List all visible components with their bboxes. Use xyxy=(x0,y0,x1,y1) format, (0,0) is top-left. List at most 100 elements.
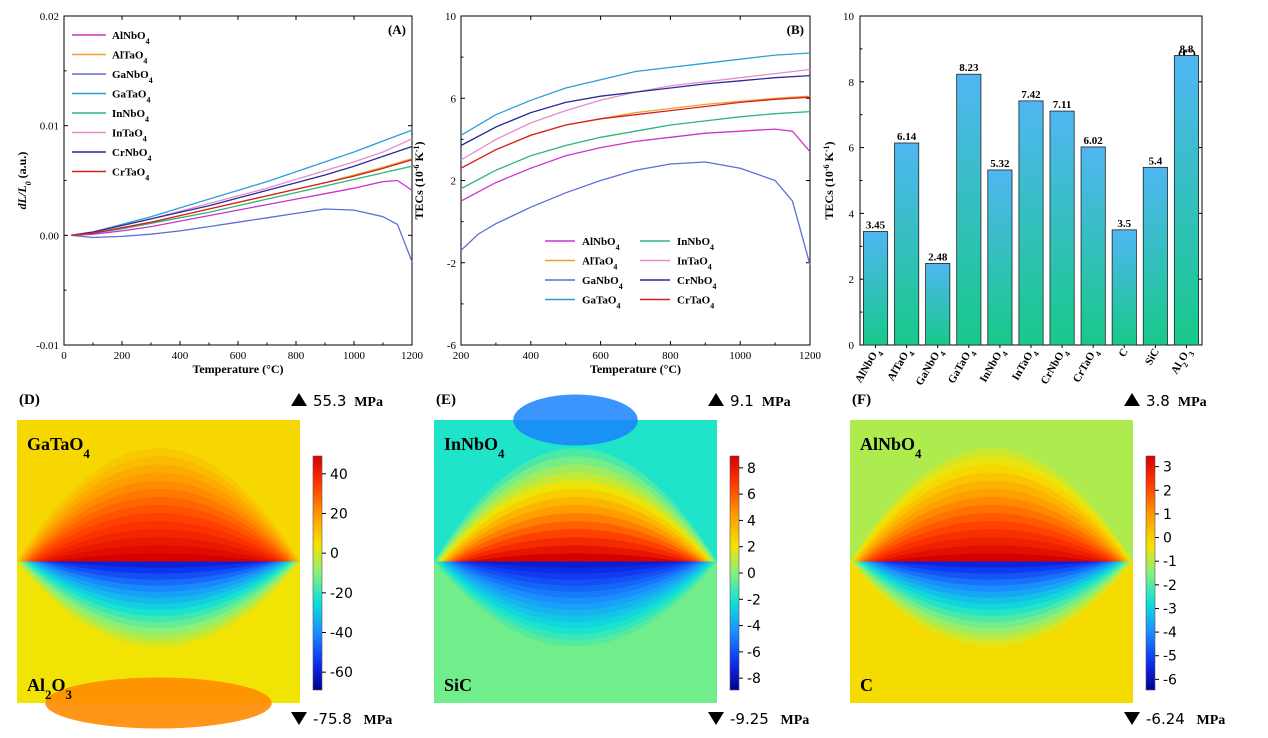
max-unit-label: MPa xyxy=(1178,395,1207,410)
colorbar-tick-label: 2 xyxy=(747,540,756,556)
y-tick-label: -6 xyxy=(447,340,457,352)
colorbar-tick-label: 0 xyxy=(747,566,756,582)
legend-label-CrNbO4: CrNbO4 xyxy=(677,275,716,291)
series-line-AlNbO4 xyxy=(71,179,413,236)
legend-label-AlNbO4: AlNbO4 xyxy=(112,30,150,46)
y-tick-label: 6 xyxy=(849,143,855,155)
colorbar-tick-label: -1 xyxy=(1163,554,1177,570)
stress-spot-top xyxy=(513,394,638,446)
stress-contour-bottom xyxy=(888,561,1095,568)
series-line-CrNbO4 xyxy=(71,145,413,236)
min-value-label: -9.25 xyxy=(730,710,769,728)
series-line-GaNbO4 xyxy=(460,161,811,265)
colorbar xyxy=(1145,455,1156,691)
colorbar-tick-label: -6 xyxy=(747,645,761,661)
bar-value-label: 3.45 xyxy=(866,219,886,231)
bar-value-label: 8.23 xyxy=(959,62,979,74)
legend-label-InTaO4: InTaO4 xyxy=(112,128,147,144)
y-tick-label: 6 xyxy=(451,93,457,105)
colorbar-tick-label: -4 xyxy=(747,619,761,635)
max-value-label: 3.8 xyxy=(1146,392,1170,410)
bar-value-label: 5.4 xyxy=(1148,155,1162,167)
x-tick-label-GaTaO4: GaTaO4 xyxy=(946,346,979,387)
top-material-label: GaTaO4 xyxy=(27,434,90,461)
x-tick-label: 0 xyxy=(61,350,67,362)
x-tick-label: 1000 xyxy=(343,350,366,362)
x-tick-label-GaNbO4: GaNbO4 xyxy=(914,346,948,389)
y-tick-label: 2 xyxy=(849,274,855,286)
x-axis-label: Temperature (°C) xyxy=(590,362,681,376)
bar-Al2O3 xyxy=(1173,55,1199,346)
panel-e: (E) InNbO4 SiC 8 6 4 2 0 -2 -4 -6 -8 9.1 MPa -9.25 MPa xyxy=(434,392,809,728)
x-tick-label: 400 xyxy=(172,350,189,362)
y-tick-label: 2 xyxy=(451,176,457,188)
x-tick-label: 600 xyxy=(230,350,247,362)
bottom-material-label: Al2O3 xyxy=(27,675,73,702)
y-axis-label: TECs (10-6 K-1) xyxy=(412,141,427,219)
min-triangle-icon xyxy=(708,712,724,725)
legend-label-CrNbO4: CrNbO4 xyxy=(112,147,151,163)
bottom-material-label: C xyxy=(860,675,873,695)
bar-GaNbO4 xyxy=(925,263,951,346)
max-triangle-icon xyxy=(708,393,724,406)
stress-spot-bottom xyxy=(45,677,272,729)
y-tick-label: 0.02 xyxy=(40,11,59,23)
x-tick-label: 400 xyxy=(523,350,540,362)
max-unit-label: MPa xyxy=(762,395,791,410)
bar-value-label: 3.5 xyxy=(1117,218,1131,230)
panel-label: (A) xyxy=(388,22,406,37)
colorbar-tick-label: 0 xyxy=(330,546,339,562)
max-value-label: 55.3 xyxy=(313,392,346,410)
bar-value-label: 7.11 xyxy=(1053,99,1072,111)
colorbar-tick-label: 20 xyxy=(330,507,348,523)
bar-SiC xyxy=(1142,166,1168,346)
stress-contour-top xyxy=(51,553,266,562)
y-tick-label: 10 xyxy=(445,11,457,23)
y-tick-label: 0.01 xyxy=(40,121,59,133)
max-triangle-icon xyxy=(291,393,307,406)
bar-GaTaO4 xyxy=(956,73,982,346)
bar-value-label: 6.14 xyxy=(897,131,917,143)
min-unit-label: MPa xyxy=(364,713,393,728)
bar-C xyxy=(1111,229,1137,346)
legend-label-CrTaO4: CrTaO4 xyxy=(112,167,149,183)
x-tick-label: 200 xyxy=(114,350,131,362)
legend-label-AlNbO4: AlNbO4 xyxy=(582,236,620,252)
y-tick-label: -0.01 xyxy=(36,340,59,352)
min-value-label: -75.8 xyxy=(313,710,352,728)
series-line-CrNbO4 xyxy=(460,74,811,147)
legend-label-GaNbO4: GaNbO4 xyxy=(112,69,153,85)
bar-value-label: 6.02 xyxy=(1084,135,1104,147)
series-line-GaTaO4 xyxy=(71,129,413,236)
y-tick-label: 8 xyxy=(849,77,855,89)
colorbar-tick-label: -5 xyxy=(1163,649,1177,665)
legend-label-GaNbO4: GaNbO4 xyxy=(582,275,623,291)
series-line-GaNbO4 xyxy=(71,208,413,262)
x-tick-label-CrTaO4: CrTaO4 xyxy=(1071,346,1103,386)
colorbar-tick-label: 0 xyxy=(1163,531,1172,547)
colorbar-tick-label: -8 xyxy=(747,671,761,687)
panel-a: 0 200 400 600 800 1000 1200 -0.01 0.00 0.01 0.02 Te… xyxy=(15,11,424,376)
panel-label: (D) xyxy=(19,392,40,408)
stress-contour-top xyxy=(884,553,1099,562)
colorbar-tick-label: -2 xyxy=(1163,578,1177,594)
colorbar-tick-label: 6 xyxy=(747,487,756,503)
min-unit-label: MPa xyxy=(1197,713,1226,728)
bar-value-label: 7.42 xyxy=(1021,89,1041,101)
colorbar-tick-label: -4 xyxy=(1163,625,1177,641)
bar-value-label: 8.8 xyxy=(1180,43,1194,55)
y-axis-label: TECs (10-6 K-1) xyxy=(822,141,837,219)
x-tick-label-C: C xyxy=(1117,346,1131,359)
min-triangle-icon xyxy=(291,712,307,725)
bar-AlTaO4 xyxy=(894,142,920,346)
y-axis-label: dL/L0 (a.u.) xyxy=(15,152,33,210)
legend-label-InTaO4: InTaO4 xyxy=(677,256,712,272)
panel-d: (D) GaTaO4 Al2O3 40 20 0 -20 -40 -60 55.3 MPa -75.8… xyxy=(17,392,393,729)
panel-label: (F) xyxy=(852,392,871,408)
series-line-CrTaO4 xyxy=(71,159,413,236)
x-tick-label-AlTaO4: AlTaO4 xyxy=(885,346,916,384)
max-value-label: 9.1 xyxy=(730,392,754,410)
x-tick-label: 200 xyxy=(453,350,470,362)
